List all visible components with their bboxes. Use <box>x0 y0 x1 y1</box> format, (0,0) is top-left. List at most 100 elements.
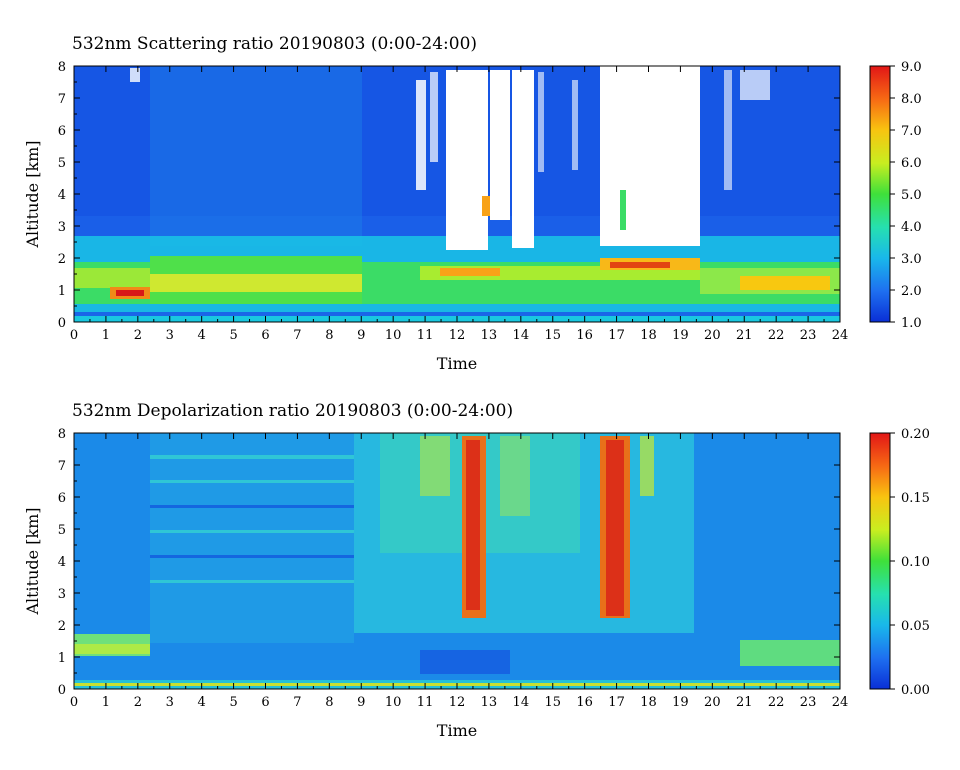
x-axis-label: Time <box>437 721 477 740</box>
x-tick-label: 2 <box>134 695 142 710</box>
colorbar-tick-label: 8.0 <box>901 92 922 107</box>
x-tick-label: 0 <box>70 328 78 343</box>
x-tick-label: 1 <box>102 695 110 710</box>
x-tick-label: 10 <box>385 328 402 343</box>
x-tick-label: 4 <box>198 695 206 710</box>
x-tick-label: 14 <box>513 328 530 343</box>
x-tick-label: 12 <box>449 695 466 710</box>
y-tick-label: 2 <box>58 252 66 267</box>
x-tick-label: 7 <box>293 695 301 710</box>
x-tick-label: 4 <box>198 328 206 343</box>
x-tick-label: 10 <box>385 695 402 710</box>
y-tick-label: 6 <box>58 124 66 139</box>
colorbar-tick-label: 1.0 <box>901 316 922 331</box>
y-axis-label: Altitude [km] <box>23 140 42 248</box>
y-tick-label: 8 <box>58 60 66 75</box>
x-tick-label: 2 <box>134 328 142 343</box>
colorbar-tick-label: 0.05 <box>901 619 930 634</box>
x-tick-label: 9 <box>357 695 365 710</box>
colorbar-tick-label: 0.20 <box>901 427 930 442</box>
y-axis: 0 1 2 3 4 5 6 7 8 <box>58 60 840 331</box>
colorbar-tick-label: 0.00 <box>901 683 930 698</box>
x-tick-label: 22 <box>768 328 785 343</box>
y-tick-label: 6 <box>58 491 66 506</box>
y-tick-label: 7 <box>58 459 66 474</box>
y-tick-label: 0 <box>58 683 66 698</box>
y-axis-label: Altitude [km] <box>23 507 42 615</box>
x-axis-label: Time <box>437 354 477 373</box>
x-tick-label: 22 <box>768 695 785 710</box>
x-tick-label: 17 <box>608 328 625 343</box>
x-axis: 0 1 2 3 4 5 6 7 8 9 10 11 12 13 14 15 16 17 18 19 20 21 22 23 24 <box>70 433 848 710</box>
x-tick-label: 18 <box>640 695 657 710</box>
heatmap-area <box>74 66 840 322</box>
colorbar: 1.0 2.0 3.0 4.0 5.0 6.0 7.0 8.0 9.0 <box>869 60 922 331</box>
x-tick-label: 21 <box>736 695 753 710</box>
x-tick-label: 24 <box>832 695 849 710</box>
colorbar-gradient <box>869 432 891 690</box>
x-tick-label: 15 <box>544 695 561 710</box>
y-tick-label: 3 <box>58 220 66 235</box>
x-tick-label: 13 <box>481 328 498 343</box>
x-tick-label: 20 <box>704 695 721 710</box>
colorbar-tick-label: 0.10 <box>901 555 930 570</box>
colorbar-gradient <box>869 65 891 323</box>
x-tick-label: 15 <box>544 328 561 343</box>
x-tick-label: 5 <box>229 328 237 343</box>
x-tick-label: 13 <box>481 695 498 710</box>
x-tick-label: 8 <box>325 328 333 343</box>
x-tick-label: 11 <box>417 328 434 343</box>
x-tick-label: 23 <box>800 695 817 710</box>
y-tick-label: 5 <box>58 523 66 538</box>
panel-scattering: 532nm Scattering ratio 20190803 (0:00-24… <box>23 34 922 373</box>
y-tick-label: 1 <box>58 284 66 299</box>
y-tick-label: 4 <box>58 188 66 203</box>
colorbar-tick-label: 9.0 <box>901 60 922 75</box>
x-tick-label: 6 <box>261 695 269 710</box>
x-tick-label: 23 <box>800 328 817 343</box>
x-tick-label: 11 <box>417 695 434 710</box>
y-tick-label: 5 <box>58 156 66 171</box>
panel-depolarization: 532nm Depolarization ratio 20190803 (0:0… <box>23 401 930 740</box>
y-tick-label: 4 <box>58 555 66 570</box>
x-tick-label: 19 <box>672 328 689 343</box>
colorbar-tick-label: 2.0 <box>901 284 922 299</box>
chart-title: 532nm Depolarization ratio 20190803 (0:0… <box>72 401 513 421</box>
colorbar-tick-label: 6.0 <box>901 156 922 171</box>
x-tick-label: 5 <box>229 695 237 710</box>
x-tick-label: 6 <box>261 328 269 343</box>
colorbar-ticks: 1.0 2.0 3.0 4.0 5.0 6.0 7.0 8.0 9.0 <box>890 60 922 331</box>
y-tick-label: 8 <box>58 427 66 442</box>
x-tick-label: 8 <box>325 695 333 710</box>
x-tick-label: 3 <box>166 695 174 710</box>
heatmap-area <box>74 433 840 689</box>
y-tick-label: 0 <box>58 316 66 331</box>
chart-title: 532nm Scattering ratio 20190803 (0:00-24… <box>72 34 477 54</box>
x-tick-label: 1 <box>102 328 110 343</box>
x-tick-label: 19 <box>672 695 689 710</box>
y-axis: 0 1 2 3 4 5 6 7 8 <box>58 427 840 698</box>
colorbar: 0.00 0.05 0.10 0.15 0.20 <box>869 427 930 698</box>
x-tick-label: 18 <box>640 328 657 343</box>
x-tick-label: 17 <box>608 695 625 710</box>
y-tick-label: 1 <box>58 651 66 666</box>
x-tick-label: 21 <box>736 328 753 343</box>
x-tick-label: 7 <box>293 328 301 343</box>
x-tick-label: 24 <box>832 328 849 343</box>
colorbar-tick-label: 7.0 <box>901 124 922 139</box>
colorbar-ticks: 0.00 0.05 0.10 0.15 0.20 <box>890 427 930 698</box>
colorbar-tick-label: 5.0 <box>901 188 922 203</box>
y-tick-label: 7 <box>58 92 66 107</box>
x-tick-label: 16 <box>576 328 593 343</box>
colorbar-tick-label: 4.0 <box>901 220 922 235</box>
x-tick-label: 14 <box>513 695 530 710</box>
x-tick-label: 20 <box>704 328 721 343</box>
colorbar-tick-label: 3.0 <box>901 252 922 267</box>
y-tick-label: 3 <box>58 587 66 602</box>
x-tick-label: 12 <box>449 328 466 343</box>
x-axis: 0 1 2 3 4 5 6 7 8 9 10 11 12 13 14 15 16 17 18 19 20 21 22 23 24 <box>70 66 848 343</box>
colorbar-tick-label: 0.15 <box>901 491 930 506</box>
x-tick-label: 16 <box>576 695 593 710</box>
x-tick-label: 0 <box>70 695 78 710</box>
